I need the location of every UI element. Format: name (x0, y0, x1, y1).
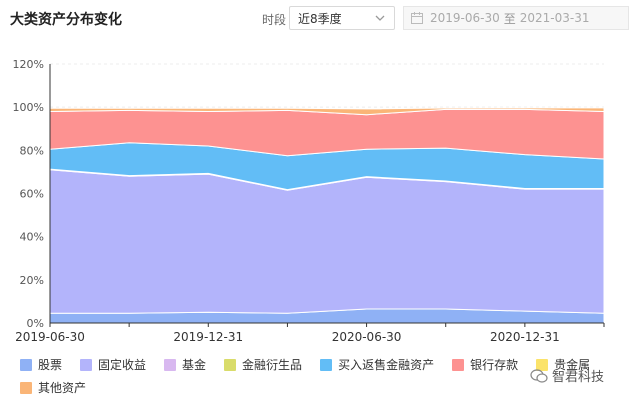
axes: 0% 20% 40% 60% 80% 100% 120% 2019-06-30 2019-12-… (13, 58, 605, 344)
date-range-input[interactable]: 2019-06-30 至 2021-03-31 (403, 6, 629, 30)
y-tick-label: 40% (20, 231, 44, 244)
legend-item[interactable]: 基金 (164, 356, 206, 373)
x-tick-label: 2019-06-30 (15, 330, 85, 344)
watermark: 智君科技 (530, 366, 604, 385)
period-select[interactable]: 近8季度 (289, 6, 395, 30)
legend-label: 贵金属 (554, 358, 591, 372)
date-start: 2019-06-30 (430, 11, 500, 25)
legend-swatch (164, 358, 177, 371)
legend-swatch (80, 358, 93, 371)
x-tick-label: 2020-12-31 (490, 330, 560, 344)
date-separator: 至 (503, 11, 516, 26)
calendar-icon (411, 12, 423, 24)
x-tick-label: 2019-12-31 (173, 330, 243, 344)
date-end: 2021-03-31 (519, 11, 590, 25)
legend-label: 其他资产 (38, 381, 87, 395)
area-其他资产 (49, 107, 605, 116)
y-tick-label: 120% (13, 58, 44, 71)
y-tick-label: 60% (20, 188, 44, 201)
legend-swatch (320, 358, 333, 371)
legend-item[interactable]: 贵金属 (536, 356, 590, 373)
legend-label: 固定收益 (98, 358, 147, 372)
legend: 股票 固定收益 基金 金融衍生品 买入返售金融资产 银行存款 贵金属其他资产 (20, 356, 620, 402)
area-series (49, 107, 605, 324)
legend-item[interactable]: 金融衍生品 (224, 356, 302, 373)
legend-label: 买入返售金融资产 (338, 358, 435, 372)
legend-item[interactable]: 固定收益 (80, 356, 146, 373)
legend-swatch (20, 358, 32, 371)
period-label: 时段 (262, 13, 287, 27)
chevron-down-icon (375, 15, 385, 21)
legend-item[interactable]: 其他资产 (20, 379, 86, 396)
area-固定收益 (49, 169, 605, 314)
legend-swatch (224, 358, 237, 371)
y-tick-label: 0% (27, 317, 44, 330)
y-tick-label: 20% (20, 274, 44, 287)
chart-title: 大类资产分布变化 (10, 12, 122, 28)
legend-swatch (536, 358, 549, 371)
legend-item[interactable]: 买入返售金融资产 (320, 356, 434, 373)
stacked-area-chart: 0% 20% 40% 60% 80% 100% 120% 2019-06-30 2019-12-… (13, 58, 605, 344)
legend-item[interactable]: 股票 (20, 356, 62, 373)
y-tick-label: 80% (20, 144, 44, 157)
legend-label: 基金 (182, 358, 207, 372)
legend-swatch (20, 381, 32, 394)
legend-label: 金融衍生品 (242, 358, 303, 372)
y-tick-label: 100% (13, 101, 44, 114)
legend-label: 银行存款 (470, 358, 519, 372)
wechat-icon (530, 368, 548, 383)
x-tick-label: 2020-06-30 (332, 330, 402, 344)
legend-label: 股票 (38, 358, 63, 372)
legend-item[interactable]: 银行存款 (452, 356, 518, 373)
watermark-text: 智君科技 (552, 370, 605, 385)
period-select-value: 近8季度 (298, 11, 342, 26)
legend-swatch (452, 358, 465, 371)
